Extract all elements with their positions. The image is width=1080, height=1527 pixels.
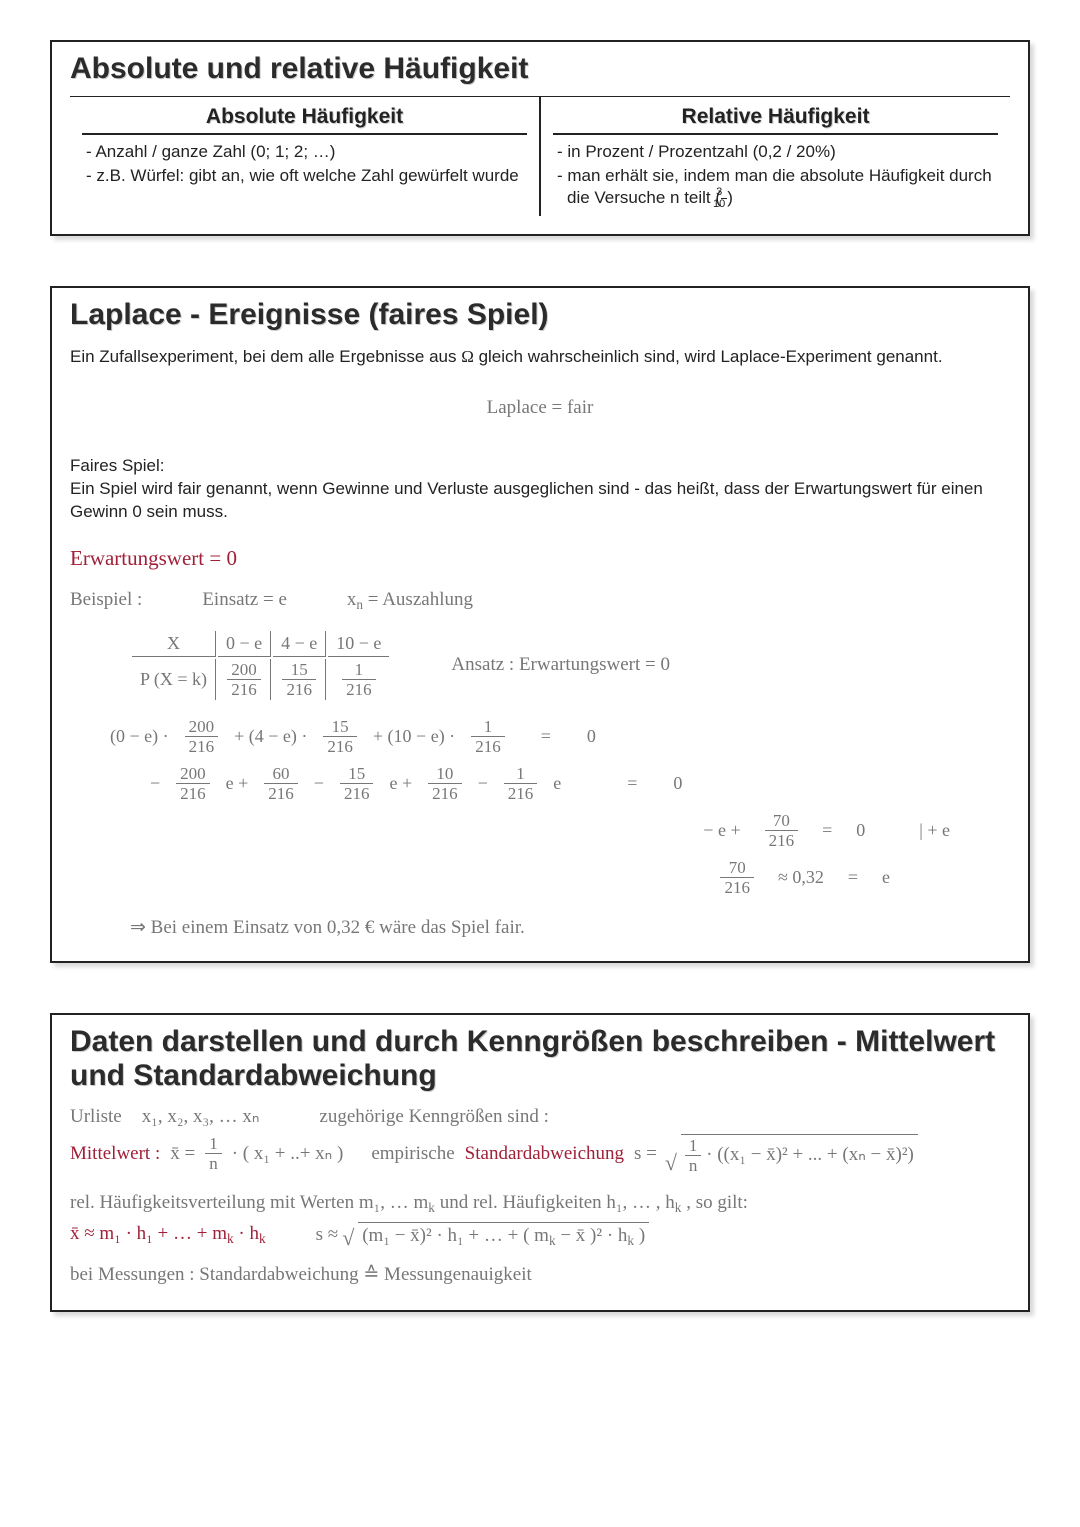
equation-line-1: (0 − e) · 200216 + (4 − e) · 15216 + (10…	[110, 718, 1010, 755]
text: empirische	[371, 1143, 454, 1165]
mittelwert-row: Mittelwert : x̄ = 1n · ( x₁ + ..+ xₙ ) e…	[70, 1134, 1010, 1174]
box-frequencies: Absolute und relative Häufigkeit Absolut…	[50, 40, 1030, 236]
formulas-row: x̄ ≈ m₁ · h₁ + … + mk · hk s ≈ (m₁ − x̄)…	[70, 1222, 1010, 1249]
conclusion: ⇒ Bei einem Einsatz von 0,32 € wäre das …	[130, 916, 1010, 939]
box3-content: Urliste x₁, x₂, x₃, … xₙ zugehörige Kenn…	[70, 1105, 1010, 1286]
col-relative: Relative Häufigkeit - in Prozent / Proze…	[541, 97, 1010, 216]
sqrt: 1n · ((x₁ − x̄)² + ... + (xₙ − x̄)²)	[667, 1134, 918, 1174]
heading-absolute: Absolute Häufigkeit	[82, 105, 527, 135]
box1-title: Absolute und relative Häufigkeit	[70, 52, 1010, 86]
cell: 4 − e	[273, 631, 326, 657]
box-laplace: Laplace - Ereignisse (faires Spiel) Ein …	[50, 286, 1030, 963]
text: Ein Spiel wird fair genannt, wenn Gewinn…	[70, 479, 983, 521]
laplace-intro: Ein Zufallsexperiment, bei dem alle Erge…	[70, 346, 1010, 369]
urliste-row: Urliste x₁, x₂, x₃, … xₙ zugehörige Kenn…	[70, 1105, 1010, 1128]
mittelwert-label: Mittelwert :	[70, 1143, 160, 1165]
zugeh: zugehörige Kenngrößen sind :	[319, 1106, 549, 1128]
text: Faires Spiel:	[70, 455, 1010, 478]
std-label: Standardabweichung	[465, 1143, 624, 1165]
text: Ein Zufallsexperiment, bei dem alle Erge…	[70, 347, 461, 366]
ansatz: Ansatz : Erwartungswert = 0	[451, 654, 670, 676]
bullet: - Anzahl / ganze Zahl (0; 1; 2; …)	[82, 141, 527, 163]
th-p: P (X = k)	[132, 659, 216, 700]
bullet: - in Prozent / Prozentzahl (0,2 / 20%)	[553, 141, 998, 163]
text: · ( x₁ + ..+ xₙ )	[232, 1142, 344, 1165]
cell: 1216	[328, 659, 389, 700]
beispiel-label: Beispiel :	[70, 589, 142, 611]
bullet: - z.B. Würfel: gibt an, wie oft welche Z…	[82, 165, 527, 187]
col-absolute: Absolute Häufigkeit - Anzahl / ganze Zah…	[70, 97, 541, 216]
footer-note: bei Messungen : Standardabweichung ≙ Mes…	[70, 1263, 1010, 1286]
equation-line-3: − e + 70216 = 0 | + e	[110, 812, 950, 849]
equation-line-2: − 200216 e + 60216 − 15216 e + 10216 − 1…	[150, 765, 1010, 802]
box-kenngroessen: Daten darstellen und durch Kenngrößen be…	[50, 1013, 1030, 1312]
box3-title: Daten darstellen und durch Kenngrößen be…	[70, 1025, 1010, 1093]
heading-relative: Relative Häufigkeit	[553, 105, 998, 135]
cell: 15216	[273, 659, 326, 700]
text: - man erhält sie, indem man die absolute…	[557, 166, 992, 207]
example-header: Beispiel : Einsatz = e xn = Auszahlung	[70, 589, 1010, 613]
mean-formula-2: x̄ ≈ m₁ · h₁ + … + mk · hk	[70, 1223, 266, 1247]
text: x̄ =	[170, 1143, 195, 1165]
equation-line-4: 70216 ≈ 0,32 = e	[110, 859, 890, 896]
faires-spiel: Faires Spiel: Ein Spiel wird fair genann…	[70, 455, 1010, 524]
laplace-fair: Laplace = fair	[70, 397, 1010, 419]
bullet: - man erhält sie, indem man die absolute…	[553, 165, 998, 210]
erwartungswert-red: Erwartungswert = 0	[70, 546, 1010, 571]
text: s =	[634, 1143, 657, 1165]
s-formula-2: s ≈ (m₁ − x̄)² · h₁ + … + ( mk − x̄ )² ·…	[316, 1222, 650, 1249]
cell: 200216	[218, 659, 271, 700]
text: )	[727, 188, 733, 207]
rel-line: rel. Häufigkeitsverteilung mit Werten m₁…	[70, 1192, 1010, 1216]
urliste-vals: x₁, x₂, x₃, … xₙ	[142, 1105, 260, 1128]
auszahlung: xn = Auszahlung	[347, 589, 473, 613]
einsatz: Einsatz = e	[202, 589, 287, 611]
probability-table: X 0 − e 4 − e 10 − e P (X = k) 200216 15…	[130, 629, 391, 702]
two-column-layout: Absolute Häufigkeit - Anzahl / ganze Zah…	[70, 96, 1010, 216]
omega-symbol: Ω	[461, 347, 474, 366]
urliste-label: Urliste	[70, 1106, 122, 1128]
text: gleich wahrscheinlich sind, wird Laplace…	[474, 347, 943, 366]
text: · ((x₁ − x̄)² + ... + (xₙ − x̄)²)	[706, 1144, 914, 1165]
cell: 0 − e	[218, 631, 271, 657]
th-x: X	[132, 631, 216, 657]
example-block: Beispiel : Einsatz = e xn = Auszahlung X…	[70, 589, 1010, 939]
cell: 10 − e	[328, 631, 389, 657]
box2-title: Laplace - Ereignisse (faires Spiel)	[70, 298, 1010, 332]
